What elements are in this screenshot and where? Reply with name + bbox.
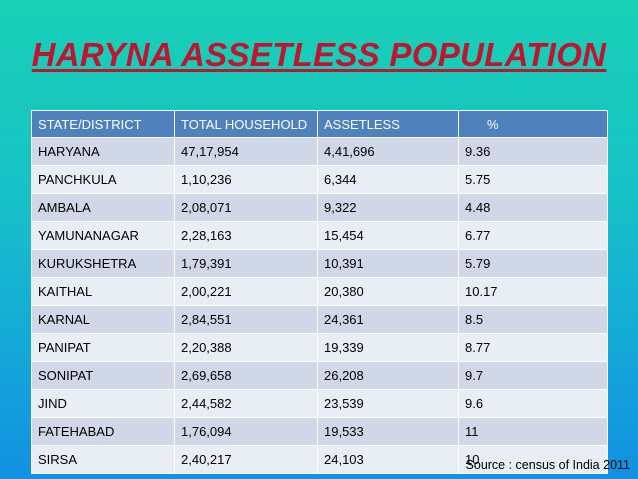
cell-assetless: 23,539 <box>317 389 459 418</box>
cell-assetless: 10,391 <box>317 249 459 278</box>
cell-percent: 8.5 <box>458 305 608 334</box>
cell-total-household: 2,44,582 <box>174 389 318 418</box>
table-row: PANIPAT 2,20,388 19,339 8.77 <box>31 333 608 362</box>
header-total-household: TOTAL HOUSEHOLD <box>174 110 318 138</box>
cell-total-household: 1,79,391 <box>174 249 318 278</box>
cell-district: HARYANA <box>31 137 175 166</box>
cell-total-household: 1,10,236 <box>174 165 318 194</box>
cell-district: FATEHABAD <box>31 417 175 446</box>
cell-assetless: 24,103 <box>317 445 459 474</box>
table-row: KAITHAL 2,00,221 20,380 10.17 <box>31 277 608 306</box>
cell-district: KAITHAL <box>31 277 175 306</box>
table-row: JIND 2,44,582 23,539 9.6 <box>31 389 608 418</box>
table-row: KARNAL 2,84,551 24,361 8.5 <box>31 305 608 334</box>
table-row: AMBALA 2,08,071 9,322 4.48 <box>31 193 608 222</box>
cell-percent: 11 <box>458 417 608 446</box>
header-assetless: ASSETLESS <box>317 110 459 138</box>
table-row: PANCHKULA 1,10,236 6,344 5.75 <box>31 165 608 194</box>
cell-percent: 4.48 <box>458 193 608 222</box>
table-row: HARYANA 47,17,954 4,41,696 9.36 <box>31 137 608 166</box>
cell-assetless: 9,322 <box>317 193 459 222</box>
cell-total-household: 2,69,658 <box>174 361 318 390</box>
slide-title: HARYNA ASSETLESS POPULATION <box>31 36 607 73</box>
cell-assetless: 4,41,696 <box>317 137 459 166</box>
cell-percent: 5.79 <box>458 249 608 278</box>
cell-assetless: 26,208 <box>317 361 459 390</box>
cell-district: PANCHKULA <box>31 165 175 194</box>
table-row: SONIPAT 2,69,658 26,208 9.7 <box>31 361 608 390</box>
table-row: YAMUNANAGAR 2,28,163 15,454 6.77 <box>31 221 608 250</box>
cell-assetless: 20,380 <box>317 277 459 306</box>
cell-assetless: 19,533 <box>317 417 459 446</box>
header-state-district: STATE/DISTRICT <box>31 110 175 138</box>
table-row: FATEHABAD 1,76,094 19,533 11 <box>31 417 608 446</box>
cell-percent: 10 <box>458 445 608 474</box>
cell-district: SIRSA <box>31 445 175 474</box>
cell-percent: 9.6 <box>458 389 608 418</box>
cell-total-household: 2,20,388 <box>174 333 318 362</box>
cell-percent: 8.77 <box>458 333 608 362</box>
cell-percent: 10.17 <box>458 277 608 306</box>
source-note: Source : census of India 2011 <box>465 458 630 472</box>
header-percent: % <box>458 110 608 138</box>
assetless-population-table: STATE/DISTRICT TOTAL HOUSEHOLD ASSETLESS… <box>31 110 608 474</box>
cell-total-household: 2,08,071 <box>174 193 318 222</box>
cell-district: KURUKSHETRA <box>31 249 175 278</box>
cell-total-household: 47,17,954 <box>174 137 318 166</box>
cell-percent: 5.75 <box>458 165 608 194</box>
cell-assetless: 24,361 <box>317 305 459 334</box>
cell-percent: 6.77 <box>458 221 608 250</box>
cell-assetless: 6,344 <box>317 165 459 194</box>
table-row: SIRSA 2,40,217 24,103 10 <box>31 445 608 474</box>
cell-total-household: 2,28,163 <box>174 221 318 250</box>
cell-total-household: 2,40,217 <box>174 445 318 474</box>
cell-total-household: 2,84,551 <box>174 305 318 334</box>
cell-district: AMBALA <box>31 193 175 222</box>
cell-percent: 9.36 <box>458 137 608 166</box>
table-header-row: STATE/DISTRICT TOTAL HOUSEHOLD ASSETLESS… <box>31 110 608 138</box>
cell-district: JIND <box>31 389 175 418</box>
cell-district: YAMUNANAGAR <box>31 221 175 250</box>
cell-total-household: 1,76,094 <box>174 417 318 446</box>
cell-assetless: 19,339 <box>317 333 459 362</box>
table-row: KURUKSHETRA 1,79,391 10,391 5.79 <box>31 249 608 278</box>
cell-total-household: 2,00,221 <box>174 277 318 306</box>
cell-percent: 9.7 <box>458 361 608 390</box>
cell-district: SONIPAT <box>31 361 175 390</box>
cell-district: PANIPAT <box>31 333 175 362</box>
table-body: HARYANA 47,17,954 4,41,696 9.36 PANCHKULA 1,1… <box>31 137 608 474</box>
cell-district: KARNAL <box>31 305 175 334</box>
cell-assetless: 15,454 <box>317 221 459 250</box>
